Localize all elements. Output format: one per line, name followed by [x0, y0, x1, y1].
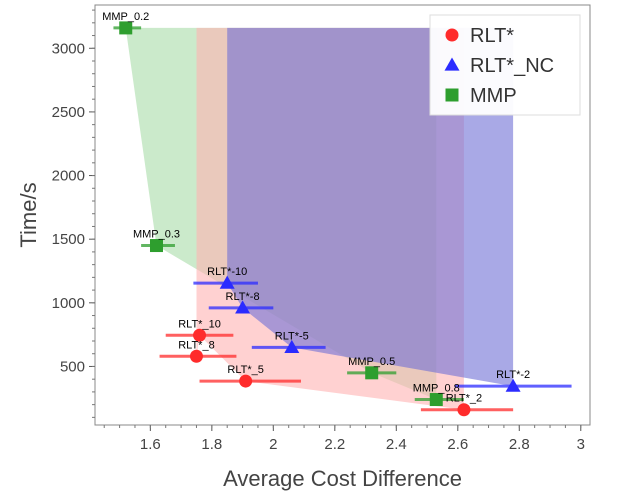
x-tick-label: 2.6: [447, 436, 468, 453]
marker-mmp: [119, 21, 133, 35]
y-tick-label: 1500: [52, 231, 85, 248]
marker-rlt-nc: [219, 275, 235, 289]
marker-rlt-nc: [235, 300, 251, 314]
x-tick-label: 2.8: [509, 436, 530, 453]
y-tick-label: 1000: [52, 295, 85, 312]
marker-rlt-: [457, 403, 471, 417]
legend-marker-rlt-nc: [444, 57, 460, 71]
point-label: MMP_0.3: [133, 229, 180, 241]
legend-marker-rlt-: [445, 28, 459, 42]
y-tick-label: 500: [60, 358, 85, 375]
y-axis-title: Time/s: [16, 182, 41, 247]
point-label: MMP_0.2: [102, 11, 149, 23]
legend-label-rlt-nc: RLT*_NC: [470, 55, 554, 77]
x-tick-label: 2: [269, 436, 277, 453]
data-markers: [119, 21, 521, 417]
point-label: RLT*-5: [275, 330, 309, 342]
y-tick-label: 3000: [52, 40, 85, 57]
point-label: RLT*_5: [227, 364, 263, 376]
legend-label-rlt-: RLT*: [470, 25, 514, 47]
marker-mmp: [429, 393, 443, 407]
point-label: RLT*-8: [226, 291, 260, 303]
legend-marker-mmp: [445, 88, 459, 102]
x-axis: 1.6 1.8 2 2.2 2.4 2.6 2.8 3: [103, 425, 585, 453]
marker-rlt-: [193, 328, 207, 342]
marker-mmp: [149, 239, 163, 253]
legend-label-mmp: MMP: [470, 85, 517, 107]
x-axis-title: Average Cost Difference: [223, 466, 462, 491]
region-rlt-nc: [227, 27, 514, 387]
marker-rlt-nc: [284, 339, 300, 353]
point-label: RLT*-2: [496, 369, 530, 381]
marker-rlt-nc: [505, 378, 521, 392]
point-labels: RLT*_10 RLT*_8 RLT*_5 RLT*_2 RLT*-10 RLT*-8 RL…: [102, 11, 530, 405]
point-label: RLT*-10: [207, 266, 247, 278]
marker-mmp: [365, 366, 379, 380]
dominance-regions: [125, 27, 514, 410]
x-tick-label: 3: [577, 436, 585, 453]
point-label: MMP_0.5: [348, 356, 395, 368]
y-tick-label: 2500: [52, 104, 85, 121]
y-axis: 500 1000 1500 2000 2500 3000: [52, 9, 95, 418]
x-tick-label: 2.4: [386, 436, 407, 453]
x-tick-label: 2.2: [324, 436, 345, 453]
point-label: RLT*_2: [446, 393, 482, 405]
plot-frame: [94, 4, 591, 426]
marker-rlt-: [189, 349, 203, 363]
point-label: RLT*_10: [178, 318, 221, 330]
x-tick-label: 1.8: [201, 436, 222, 453]
point-label: RLT*_8: [178, 339, 214, 351]
x-tick-label: 1.6: [140, 436, 161, 453]
legend: RLT* RLT*_NC MMP: [429, 14, 581, 116]
marker-rlt-: [239, 374, 253, 388]
y-tick-label: 2000: [52, 168, 85, 185]
point-label: MMP_0.8: [413, 383, 460, 395]
